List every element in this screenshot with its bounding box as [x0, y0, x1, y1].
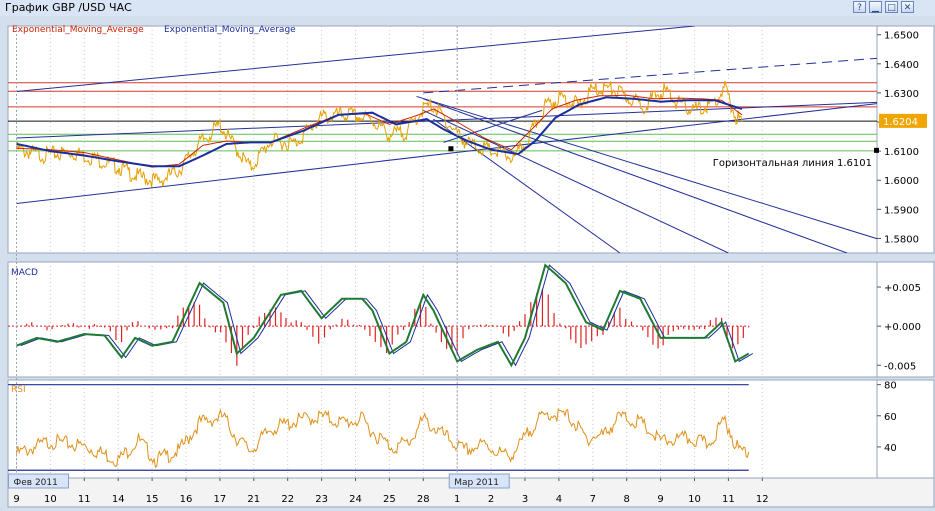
trendline [16, 26, 695, 92]
time-tick-label: 21 [247, 494, 260, 505]
time-tick-label: 8 [624, 494, 630, 505]
macd-tick-label: +0.005 [884, 283, 921, 294]
time-tick-label: 7 [590, 494, 596, 505]
price-tick-label: 1.6500 [884, 31, 919, 42]
price-panel [7, 25, 878, 254]
trendlines [16, 26, 877, 253]
time-tick-label: 2 [488, 494, 494, 505]
macd-tick-label: +0.000 [884, 322, 921, 333]
minimize-button[interactable]: ▁ [869, 1, 882, 13]
rsi-tick-label: 80 [884, 381, 897, 392]
month-range-label: Мар 2011 [454, 478, 499, 488]
time-tick-label: 1 [454, 494, 460, 505]
ema-blue-series [16, 96, 743, 168]
time-tick-label: 17 [214, 494, 227, 505]
title-bar: График GBP /USD ЧАС ? ▁ □ ✕ [0, 0, 935, 17]
current-price-label: 1.6204 [883, 117, 918, 128]
rsi-tick-label: 60 [884, 412, 897, 423]
hline-handle [874, 147, 879, 153]
month-range-label: Фев 2011 [14, 478, 58, 488]
rsi-label: RSI [11, 385, 26, 395]
price-tick-label: 1.5900 [884, 205, 919, 216]
maximize-button[interactable]: □ [885, 1, 898, 13]
horizontal-line-label: Горизонтальная линия 1.6101 [713, 158, 872, 169]
time-tick-label: 28 [417, 494, 430, 505]
price-series [16, 80, 743, 188]
time-tick-label: 4 [556, 494, 562, 505]
trendline [423, 109, 729, 253]
macd-panel [7, 261, 878, 378]
time-tick-label: 11 [722, 494, 735, 505]
time-tick-label: 24 [349, 494, 362, 505]
price-tick-label: 1.5800 [884, 234, 919, 245]
time-tick-label: 15 [146, 494, 159, 505]
time-tick-label: 10 [44, 494, 57, 505]
current-price-tag [879, 113, 927, 128]
trendline [416, 95, 877, 240]
rsi-series [16, 408, 750, 469]
price-tick-label: 1.6300 [884, 89, 919, 100]
time-tick-label: 3 [522, 494, 528, 505]
time-tick-label: 16 [180, 494, 193, 505]
macd-tick-label: -0.005 [884, 361, 916, 372]
month-range-box [8, 473, 69, 489]
time-tick-label: 9 [13, 494, 19, 505]
time-tick-label: 14 [112, 494, 125, 505]
trendline [433, 118, 621, 253]
month-range-box [448, 473, 510, 489]
price-axis [876, 25, 935, 254]
forex-chart[interactable]: 1.65001.64001.63001.62001.61001.60001.59… [0, 16, 935, 511]
rsi-tick-label: 40 [884, 443, 897, 454]
time-tick-label: 12 [756, 494, 769, 505]
time-tick-label: 23 [315, 494, 328, 505]
close-button[interactable]: ✕ [901, 1, 914, 13]
trendline [423, 57, 877, 94]
trendline [423, 98, 848, 253]
time-tick-label: 10 [688, 494, 701, 505]
legend-entry: Exponential_Moving_Average [12, 25, 144, 35]
help-button[interactable]: ? [853, 1, 866, 13]
price-tick-label: 1.6000 [884, 176, 919, 187]
macd-label: MACD [11, 268, 38, 278]
price-tick-label: 1.6100 [884, 147, 919, 158]
time-tick-label: 25 [383, 494, 396, 505]
legend-entry: Exponential_Moving_Average [164, 25, 296, 35]
time-tick-label: 11 [78, 494, 91, 505]
rsi-axis [876, 379, 935, 479]
time-tick-label: 9 [657, 494, 663, 505]
macd-line [16, 263, 750, 368]
trendline-handle [448, 146, 454, 152]
price-tick-label: 1.6400 [884, 60, 919, 71]
window-title: График GBP /USD ЧАС [5, 1, 132, 14]
time-tick-label: 22 [281, 494, 294, 505]
macd-axis [876, 261, 935, 378]
trendline [16, 103, 877, 205]
